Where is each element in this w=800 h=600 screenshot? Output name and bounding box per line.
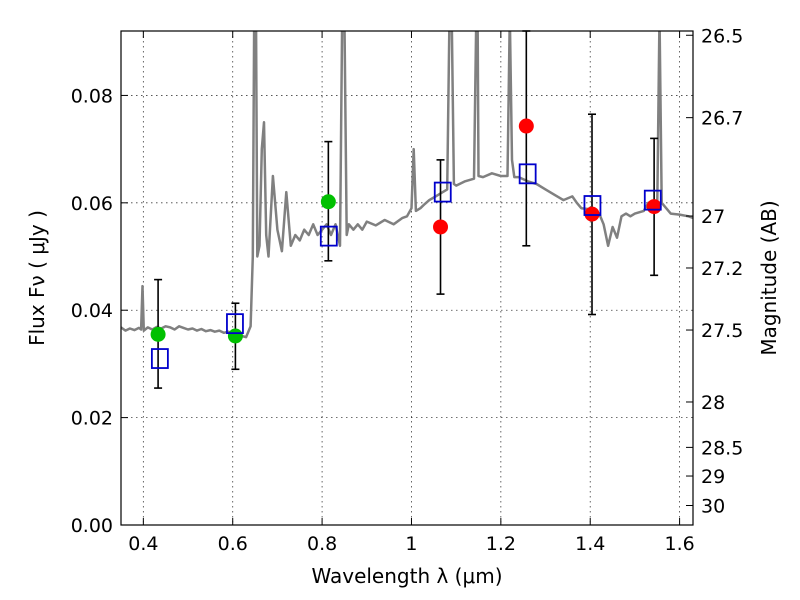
mag-tick-label: 28	[701, 392, 725, 414]
observed-flux-point	[518, 118, 534, 134]
y-tick-label: 0.08	[71, 85, 113, 107]
data-layer	[121, 31, 693, 339]
x-tick-label: 1.2	[486, 533, 516, 555]
y-tick-label: 0.04	[71, 300, 113, 322]
observed-flux-point	[150, 326, 166, 342]
x-tick-label: 1	[405, 533, 417, 555]
model-photometry-square	[583, 195, 602, 216]
x-tick-label: 1.4	[575, 533, 605, 555]
y-tick-label: 0.06	[71, 193, 113, 215]
mag-tick-label: 27	[701, 206, 725, 228]
error-bar-layer	[150, 30, 662, 389]
axes: 0.4 0.6 0.8 1 1.2 1.4 1.6 0.00 0.02 0.04 0.06 0.08 2…	[71, 25, 744, 555]
x-tick-label: 0.4	[128, 533, 158, 555]
model-photometry-square	[150, 348, 169, 369]
y-axis-title: Flux Fν ( μJy )	[25, 210, 49, 346]
mag-tick-label: 27.5	[701, 320, 743, 342]
x-tick-label: 0.8	[307, 533, 337, 555]
model-photometry-square	[643, 189, 662, 211]
plot-frame	[120, 30, 694, 526]
model-spectrum-line	[121, 31, 693, 339]
x-tick-label: 1.6	[664, 533, 694, 555]
y-axis-right-title: Magnitude (AB)	[757, 200, 781, 355]
y-tick-label: 0.02	[71, 408, 113, 430]
observed-flux-point	[584, 206, 600, 222]
mag-tick-label: 26.7	[701, 108, 743, 130]
mag-tick-label: 27.2	[701, 258, 743, 280]
observed-flux-point	[646, 199, 662, 215]
x-axis-title: Wavelength λ (μm)	[311, 564, 502, 588]
observed-flux-point	[320, 194, 336, 210]
mag-tick-label: 29	[701, 466, 725, 488]
model-photometry-square	[518, 163, 537, 185]
model-photometry-square	[226, 313, 244, 335]
model-photometry-square	[433, 181, 452, 203]
x-tick-label: 0.6	[218, 533, 248, 555]
mag-tick-label: 26.5	[701, 25, 743, 47]
model-photometry-square	[319, 225, 338, 247]
observed-flux-point	[433, 219, 449, 235]
mag-tick-label: 30	[701, 496, 725, 518]
mag-tick-label: 28.5	[701, 437, 743, 459]
observed-flux-point	[227, 328, 243, 344]
y-tick-label: 0.00	[71, 515, 113, 537]
